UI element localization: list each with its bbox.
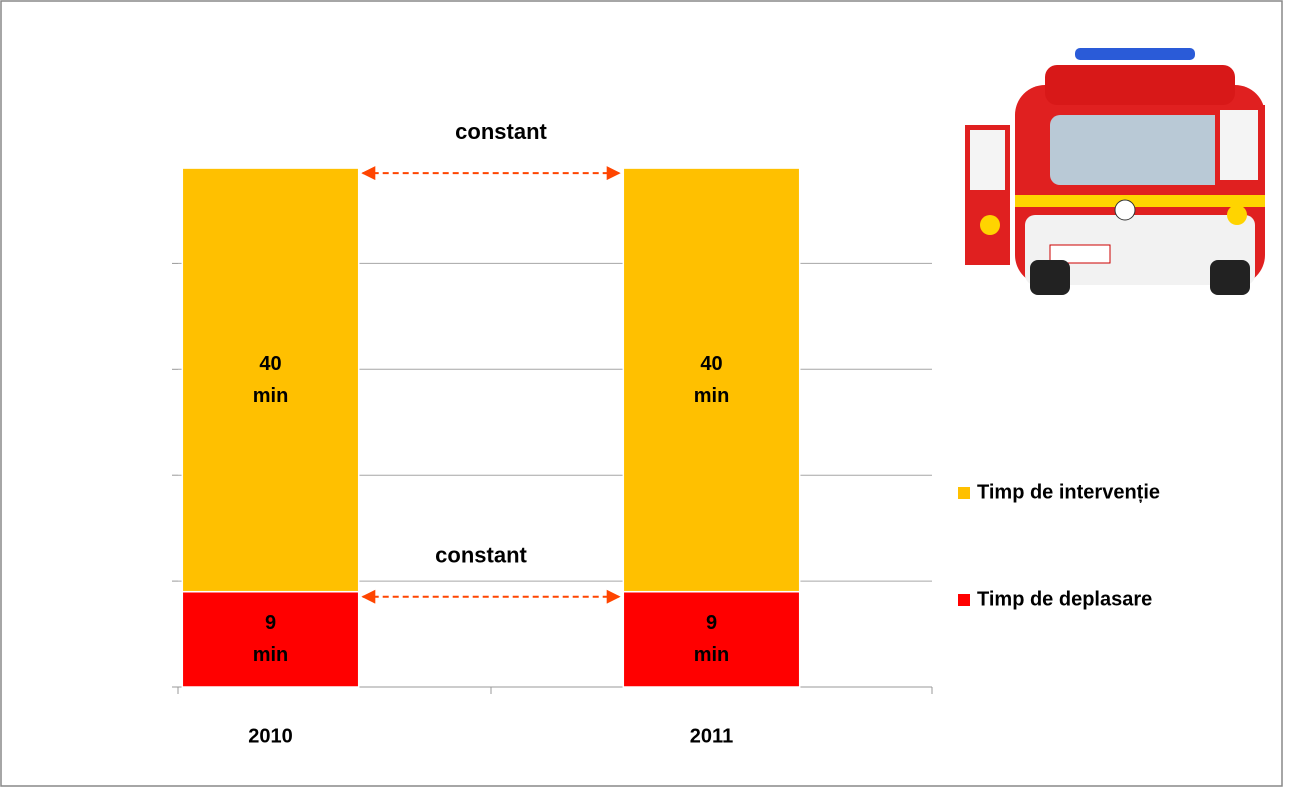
annotation: constant [455, 119, 547, 144]
bar-segment [622, 167, 801, 593]
annotation: constant [435, 543, 527, 568]
ambulance-icon [965, 48, 1265, 295]
value-label: 40 min [693, 352, 730, 407]
value-label: 9 min [252, 612, 289, 667]
value-label: 40 min [252, 352, 289, 407]
legend-label: Timp de deplasare [977, 588, 1152, 610]
legend-label: Timp de intervenție [977, 481, 1160, 503]
legend-swatch [958, 594, 970, 606]
x-tick-label: 2011 [690, 725, 733, 747]
x-tick-label: 2010 [248, 725, 293, 747]
bar-segment [181, 167, 360, 593]
bar-segment [622, 590, 801, 688]
value-label: 9 min [693, 612, 730, 667]
legend-swatch [958, 487, 970, 499]
